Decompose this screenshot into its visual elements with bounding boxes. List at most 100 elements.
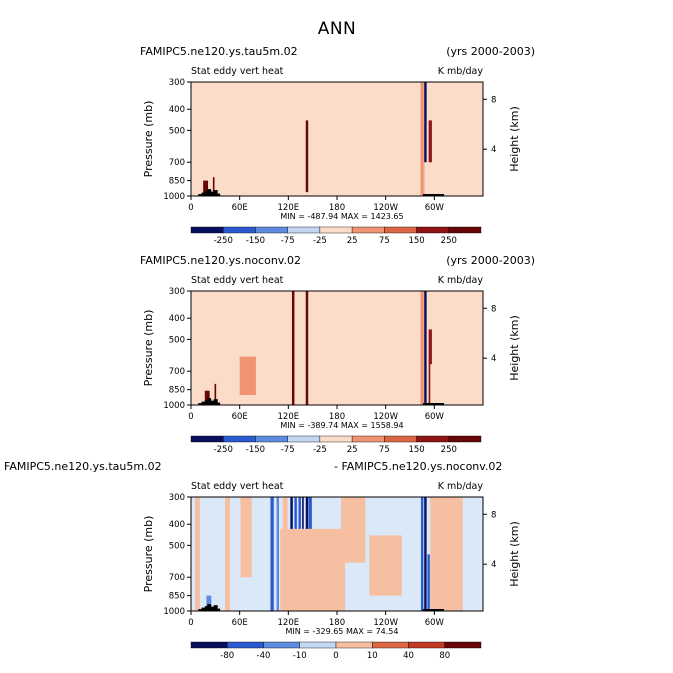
colorbar-box (190, 226, 224, 234)
field-band (240, 497, 252, 578)
field-band (280, 528, 346, 611)
topography-bar (210, 191, 215, 196)
colorbar-label: 40 (403, 651, 414, 661)
colorbar-label: -150 (246, 236, 265, 246)
x-tick-label: 180 (329, 412, 345, 422)
y-tick-label: 700 (169, 367, 185, 377)
field-band (214, 383, 217, 405)
y-tick-label: 850 (169, 386, 185, 396)
field-band (454, 82, 463, 163)
colorbar-label: 250 (441, 236, 457, 246)
y-tick-label: 300 (169, 493, 185, 503)
x-tick-label: 120W (373, 412, 398, 422)
y-tick-label: 400 (169, 314, 185, 324)
y-right-tick-label: 4 (491, 354, 496, 364)
colorbar-label: 150 (408, 445, 424, 455)
topography-bar (216, 402, 221, 405)
x-tick-label: 0 (188, 618, 193, 628)
colorbar-box (299, 641, 337, 649)
field-band (424, 162, 461, 196)
y-tick-label: 700 (169, 158, 185, 168)
topography-bar (207, 189, 212, 196)
x-tick-label: 0 (188, 412, 193, 422)
y-tick-label: 850 (169, 177, 185, 187)
colorbar-box (448, 226, 482, 234)
topography-bar (201, 192, 206, 196)
field-band (225, 497, 230, 611)
colorbar-box (408, 641, 445, 649)
field-band (424, 291, 427, 405)
panel-1: FAMIPC5.ne120.ys.tau5m.02 (yrs 2000-2003)… (140, 45, 535, 246)
field-band (305, 120, 309, 193)
field-band (218, 82, 223, 196)
topography-bar (213, 605, 218, 611)
field-band (277, 82, 286, 196)
panel-subtitle: Stat eddy vert heat (191, 66, 284, 77)
colorbar-box (190, 435, 224, 443)
x-tick-label: 120E (278, 203, 300, 213)
y-tick-label: 400 (169, 105, 185, 115)
field-band (204, 390, 210, 405)
panel-units: K mb/day (438, 481, 484, 492)
field-band (270, 497, 274, 611)
y-axis-label: Pressure (mb) (142, 516, 155, 593)
field-band (194, 82, 199, 196)
field-band (420, 82, 424, 196)
x-tick-label: 0 (188, 203, 193, 213)
x-tick-label: 120W (373, 618, 398, 628)
field-band (424, 82, 427, 196)
colorbar-label: -25 (313, 445, 327, 455)
colorbar-box (227, 641, 264, 649)
colorbar-box (351, 226, 385, 234)
panel-left-title: FAMIPC5.ne120.ys.tau5m.02 (140, 45, 298, 58)
field-band (194, 291, 199, 405)
colorbar-box (351, 435, 385, 443)
topography-bar (198, 403, 203, 405)
panel-stats: MIN = -329.65 MAX = 74.54 (285, 627, 398, 636)
colorbar-label: 80 (439, 651, 450, 661)
y-tick-label: 500 (169, 335, 185, 345)
x-tick-label: 120E (278, 412, 300, 422)
panel-subtitle: Stat eddy vert heat (191, 481, 284, 492)
y-right-tick-label: 8 (491, 304, 496, 314)
colorbar-box (223, 435, 256, 443)
field-band (305, 291, 309, 405)
topography-bar (216, 608, 221, 611)
field-band (203, 180, 209, 196)
topography-bar (422, 194, 445, 196)
topography-bar (207, 604, 212, 611)
colorbar-label: 150 (408, 236, 424, 246)
colorbar-label: 75 (379, 236, 390, 246)
field-band (428, 120, 432, 196)
panel-3: FAMIPC5.ne120.ys.tau5m.02 - FAMIPC5.ne120… (4, 460, 521, 661)
x-tick-label: 180 (329, 203, 345, 213)
colorbar-box (372, 641, 409, 649)
field-band (239, 356, 256, 396)
y-tick-label: 700 (169, 573, 185, 583)
panel-left-title: FAMIPC5.ne120.ys.tau5m.02 (4, 460, 162, 473)
field-band (291, 291, 295, 405)
y-tick-label: 500 (169, 126, 185, 136)
field-band (427, 554, 430, 611)
field-band (420, 291, 424, 405)
x-tick-label: 60E (232, 618, 248, 628)
x-tick-label: 180 (329, 618, 345, 628)
panel-units: K mb/day (438, 66, 484, 77)
colorbar-box (444, 641, 482, 649)
topography-bar (216, 193, 221, 196)
topography-bar (210, 400, 215, 405)
field-band (206, 595, 212, 611)
topography-bar (198, 609, 203, 611)
panel-2: FAMIPC5.ne120.ys.noconv.02 (yrs 2000-2003… (140, 254, 535, 455)
colorbar-box (384, 435, 417, 443)
colorbar-box (448, 435, 482, 443)
y-right-tick-label: 4 (491, 145, 496, 155)
colorbar-label: -75 (281, 445, 295, 455)
y-tick-label: 1000 (163, 192, 185, 202)
colorbar-label: 10 (367, 651, 378, 661)
panel-stats: MIN = -487.94 MAX = 1423.65 (280, 212, 403, 221)
topography-bar (204, 606, 209, 611)
field-band (430, 497, 463, 611)
panel-right-title: (yrs 2000-2003) (446, 45, 535, 58)
figure-title: ANN (318, 19, 357, 39)
